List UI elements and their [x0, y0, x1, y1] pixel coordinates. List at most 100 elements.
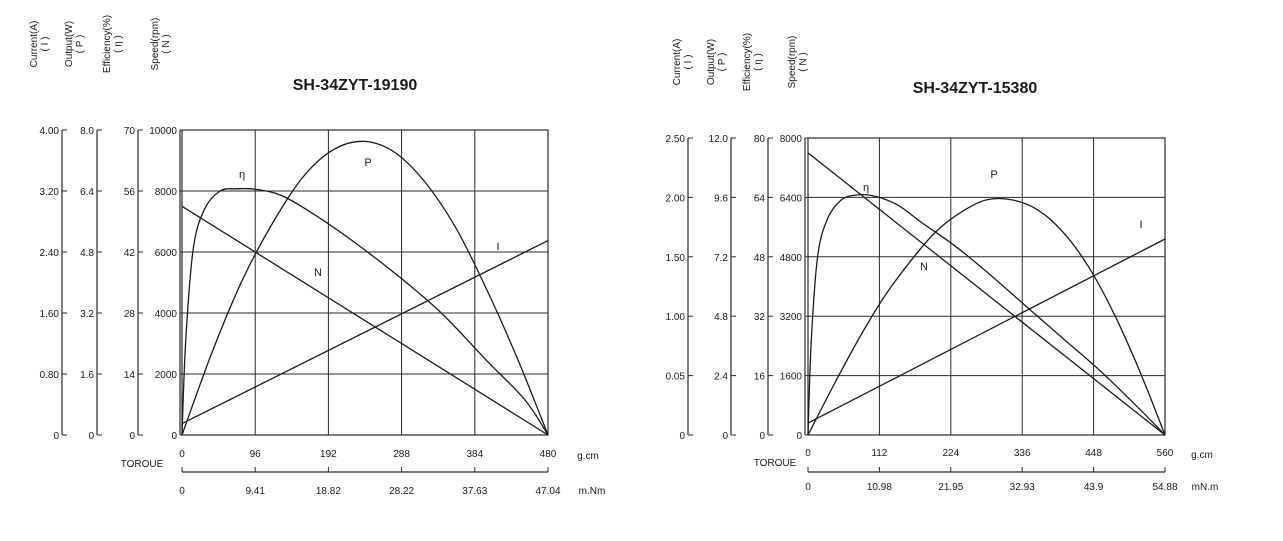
y-tick-label: 0 — [722, 431, 728, 442]
y-axis-symbol: ( η ) — [113, 35, 124, 53]
y-tick-label: 2.00 — [666, 193, 686, 204]
y-tick-label: 12.0 — [709, 134, 729, 145]
y-axis-name: Current(A) — [29, 21, 40, 68]
y-tick-label: 16 — [754, 372, 766, 383]
series-line-3 — [181, 140, 549, 436]
curve-label: I — [496, 241, 499, 253]
y-tick-label: 28 — [124, 309, 136, 320]
chart-1: SH-34ZYT-1919000.801.602.403.204.00Curre… — [29, 15, 605, 497]
y-axis-symbol: ( N ) — [798, 52, 809, 71]
x-axis: 0 112 224 336 448 560 g.cm TOROUE — [754, 448, 1213, 469]
y-axis-1: 0 0.05 1.00 1.50 2.00 2.50 Current(A)( I ) — [666, 39, 694, 442]
x2-axis: 0 9.41 18.82 28.22 37.63 47.04 m.Nm — [179, 467, 605, 497]
y-tick-label: 70 — [124, 126, 136, 137]
y-axis-symbol: ( I ) — [683, 55, 694, 70]
curve-label: η — [863, 182, 869, 194]
y-axis-symbol: ( η ) — [753, 53, 764, 71]
y-tick-label: 3.2 — [80, 309, 94, 320]
y-tick-label: 56 — [124, 187, 136, 198]
y-tick-label: 3.20 — [40, 187, 60, 198]
y-axis-symbol: ( P ) — [717, 53, 728, 72]
y-axis-4: 0 2000 4000 6000 8000 10000 Speed(rpm)( N ) — [149, 18, 185, 442]
x2-axis: 0 10.98 21.95 32.93 43.9 54.88 mN.m — [805, 467, 1218, 493]
y-axis-name: Output(W) — [706, 39, 717, 85]
x-tick-label: 0 — [179, 449, 185, 460]
x2-tick-label: 47.04 — [535, 486, 560, 497]
chart-title: SH-34ZYT-15380 — [913, 80, 1038, 97]
curve-label: η — [239, 169, 245, 181]
y-tick-label: 9.6 — [714, 193, 728, 204]
x-tick-label: 288 — [393, 449, 410, 460]
y-tick-label: 48 — [754, 253, 766, 264]
series-line-4 — [181, 187, 549, 436]
series-line-2 — [181, 240, 549, 425]
y-axis-name: Efficiency(%) — [102, 15, 113, 73]
y-axis-name: Speed(rpm) — [787, 36, 798, 89]
x-axis-label: TOROUE — [754, 458, 797, 469]
y-axis-name: Efficiency(%) — [742, 33, 753, 91]
x2-tick-label: 32.93 — [1010, 482, 1035, 493]
x2-axis-unit: m.Nm — [579, 486, 606, 497]
x-tick-label: 560 — [1157, 448, 1174, 459]
x2-tick-label: 9.41 — [245, 486, 265, 497]
x-axis-unit: g.cm — [577, 451, 599, 462]
y-axis-name: Output(W) — [64, 21, 75, 67]
y-axis-name: Current(A) — [672, 39, 683, 86]
x2-tick-label: 0 — [179, 486, 185, 497]
curve-label: I — [1139, 219, 1142, 231]
x2-tick-label: 43.9 — [1084, 482, 1104, 493]
y-tick-label: 10000 — [149, 126, 177, 137]
y-tick-label: 0.80 — [40, 370, 60, 381]
x2-tick-label: 54.88 — [1152, 482, 1177, 493]
x2-tick-label: 0 — [805, 482, 811, 493]
y-tick-label: 6400 — [780, 193, 803, 204]
y-axis-symbol: ( N ) — [161, 34, 172, 53]
y-tick-label: 1.60 — [40, 309, 60, 320]
y-tick-label: 0 — [759, 431, 765, 442]
chart-2: SH-34ZYT-15380 0 0.05 1.00 1.50 2.00 2.50 Curre… — [666, 33, 1219, 493]
y-axis-2: 0 2.4 4.8 7.2 9.6 12.0 Output(W)( P ) — [706, 39, 736, 442]
y-tick-label: 80 — [754, 134, 766, 145]
series-line-4 — [807, 193, 1166, 436]
y-tick-label: 4800 — [780, 253, 803, 264]
y-tick-label: 0 — [88, 431, 94, 442]
x2-tick-label: 10.98 — [867, 482, 892, 493]
x2-tick-label: 18.82 — [316, 486, 341, 497]
y-tick-label: 1.6 — [80, 370, 94, 381]
y-tick-label: 2.50 — [666, 134, 686, 145]
y-tick-label: 4.8 — [714, 312, 728, 323]
y-axis-symbol: ( P ) — [75, 35, 86, 54]
y-tick-label: 8.0 — [80, 126, 94, 137]
series-line-2 — [807, 238, 1166, 424]
y-tick-label: 1.50 — [666, 253, 686, 264]
y-tick-label: 0 — [129, 431, 135, 442]
x-axis-unit: g.cm — [1191, 450, 1213, 461]
y-tick-label: 0.05 — [666, 372, 686, 383]
x2-axis-unit: mN.m — [1192, 482, 1219, 493]
y-tick-label: 7.2 — [714, 253, 728, 264]
y-tick-label: 4.8 — [80, 248, 94, 259]
x-tick-label: 480 — [540, 449, 557, 460]
y-tick-label: 0 — [679, 431, 685, 442]
curve-label: N — [314, 267, 322, 279]
x-tick-label: 224 — [942, 448, 959, 459]
y-tick-label: 2000 — [155, 370, 178, 381]
y-tick-label: 42 — [124, 248, 136, 259]
y-axis-2: 0 1.6 3.2 4.8 6.4 8.0 Output(W)( P ) — [64, 21, 102, 442]
y-axis-name: Speed(rpm) — [150, 18, 161, 71]
y-axis-symbol: ( I ) — [40, 37, 51, 52]
y-tick-label: 2.40 — [40, 248, 60, 259]
y-tick-label: 4.00 — [40, 126, 60, 137]
y-tick-label: 0 — [53, 431, 59, 442]
curve-label: N — [920, 261, 928, 273]
y-tick-label: 2.4 — [714, 372, 728, 383]
x2-tick-label: 28.22 — [389, 486, 414, 497]
y-tick-label: 4000 — [155, 309, 178, 320]
curve-label: P — [364, 157, 371, 169]
x-tick-label: 384 — [466, 449, 483, 460]
y-tick-label: 3200 — [780, 312, 803, 323]
y-tick-label: 8000 — [780, 134, 803, 145]
y-tick-label: 0 — [796, 431, 802, 442]
plot-frame — [181, 129, 549, 436]
x2-tick-label: 37.63 — [462, 486, 487, 497]
